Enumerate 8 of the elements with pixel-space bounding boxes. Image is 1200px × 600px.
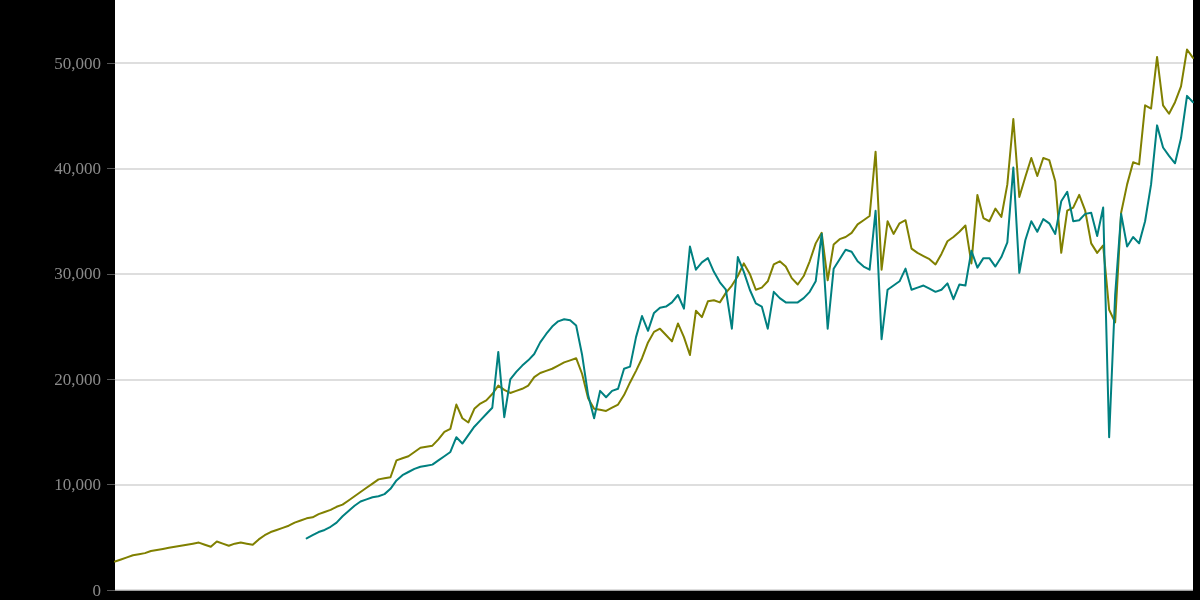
y-tick-label: 20,000 xyxy=(54,369,101,389)
line-series xyxy=(305,94,1194,540)
y-tick-label: 30,000 xyxy=(54,264,101,284)
y-tick-label: 50,000 xyxy=(54,53,101,73)
y-tick-label: 40,000 xyxy=(54,159,101,179)
y-tick-label: 0 xyxy=(92,580,101,600)
line-series xyxy=(114,48,1194,563)
y-tick-label: 10,000 xyxy=(54,475,101,495)
